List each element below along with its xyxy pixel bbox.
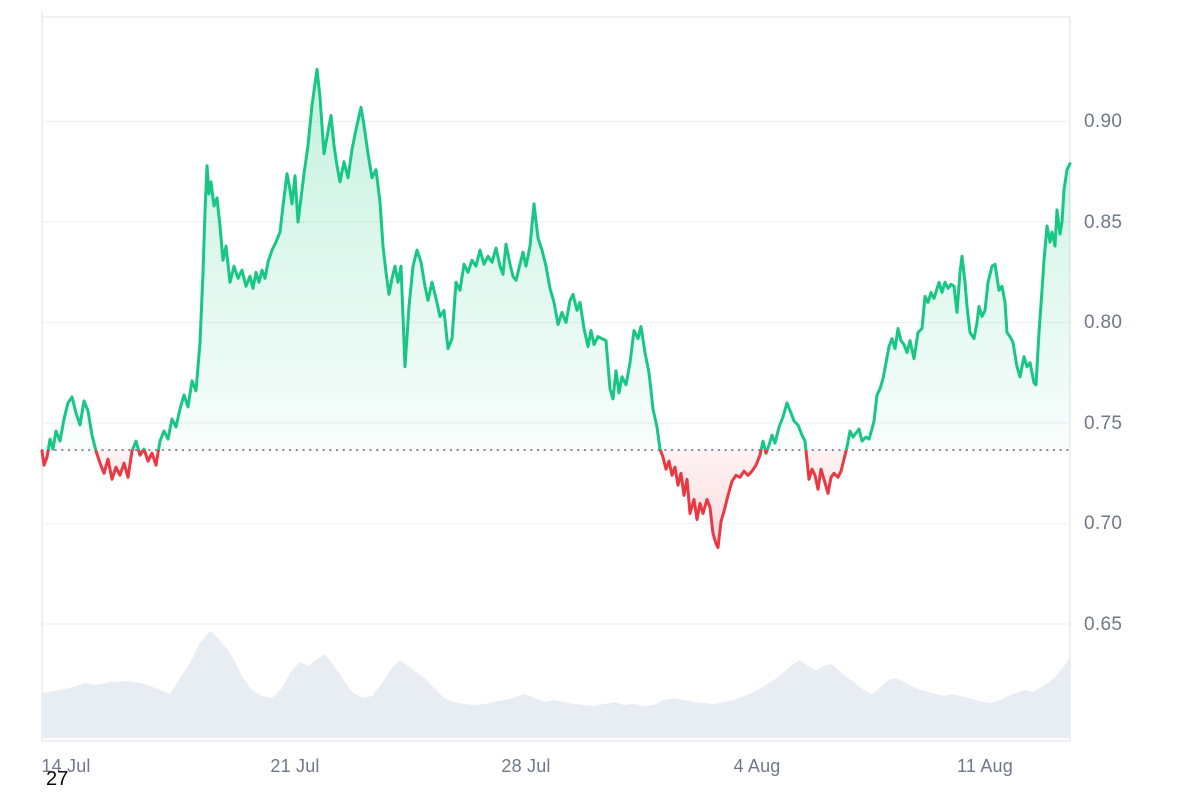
x-axis-label: 4 Aug [733,756,781,776]
y-axis-label: 0.70 [1084,513,1123,534]
volume-area [42,631,1070,738]
x-axis-label: 21 Jul [270,756,320,776]
y-axis-label: 0.85 [1084,211,1123,233]
overflow-day-label: 27 [46,768,69,790]
x-axis-label: 14 Jul [41,756,91,776]
y-axis-label: 0.65 [1084,613,1123,635]
y-axis-label: 0.75 [1084,412,1123,434]
x-axis-label: 28 Jul [501,756,551,776]
y-axis-label: 0.90 [1084,111,1123,132]
x-axis-label: 11 Aug [957,756,1013,776]
price-area-up [42,69,1070,450]
price-line-up [40,67,1072,450]
y-axis-label: 0.80 [1084,312,1123,333]
